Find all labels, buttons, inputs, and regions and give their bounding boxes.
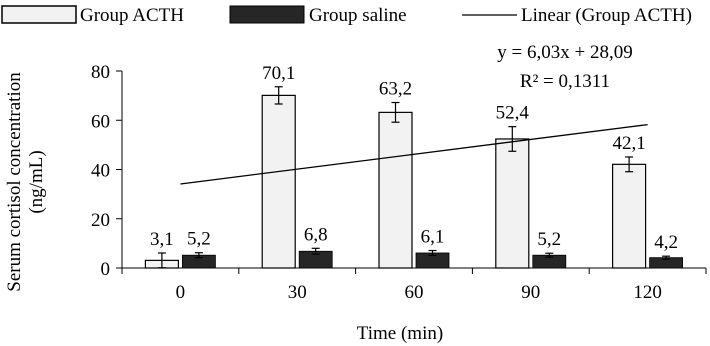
legend-swatch-acth [1, 5, 77, 24]
y-ticks: 0 20 40 60 80 [91, 62, 122, 280]
legend-label-saline: Group saline [309, 5, 407, 26]
bar-acth [495, 138, 530, 269]
bars [144, 94, 683, 269]
y-tick-label: 40 [91, 161, 110, 182]
y-axis-title-line1: Serum cortisol concentration [4, 72, 25, 292]
data-label-saline: 4,2 [654, 232, 678, 253]
data-label-saline: 6,8 [304, 224, 328, 245]
bar-acth [261, 94, 296, 269]
trendline-r-squared: R² = 0,1311 [520, 71, 610, 92]
y-tick-label: 0 [101, 259, 111, 280]
data-label-acth: 42,1 [612, 133, 645, 154]
legend-label-trend: Linear (Group ACTH) [521, 5, 692, 26]
data-label-acth: 70,1 [262, 63, 295, 84]
data-label-saline: 5,2 [187, 229, 211, 250]
trendline-equation: y = 6,03x + 28,09 [497, 42, 632, 63]
x-tick-label: 60 [405, 282, 424, 303]
data-label-acth: 3,1 [150, 229, 174, 250]
data-label-saline: 5,2 [537, 229, 561, 250]
data-label-acth: 63,2 [379, 79, 412, 100]
legend-swatch-saline [229, 5, 305, 24]
legend-label-acth: Group ACTH [80, 5, 184, 26]
x-ticks: 0 30 60 90 120 [121, 268, 707, 303]
x-tick-label: 120 [633, 282, 662, 303]
bar-acth [378, 111, 413, 269]
data-labels: 3,1 70,1 63,2 52,4 42,1 5,2 6,8 6,1 5,2 4,2 [150, 63, 678, 253]
y-axis-title-line2: (ng/mL) [26, 150, 47, 213]
bar-acth [611, 163, 647, 269]
data-label-saline: 6,1 [421, 227, 445, 248]
x-tick-label: 0 [176, 282, 186, 303]
y-tick-label: 20 [91, 210, 110, 231]
x-tick-label: 90 [521, 282, 540, 303]
trendline-group [180, 123, 648, 185]
x-axis-title: Time (min) [357, 323, 443, 344]
legend: Group ACTH Group saline Linear (Group AC… [1, 5, 692, 26]
error-bars [157, 86, 671, 269]
data-label-acth: 52,4 [496, 103, 530, 124]
y-tick-label: 80 [91, 62, 110, 83]
x-tick-label: 30 [288, 282, 307, 303]
y-tick-label: 60 [91, 111, 110, 132]
trendline [180, 123, 648, 185]
